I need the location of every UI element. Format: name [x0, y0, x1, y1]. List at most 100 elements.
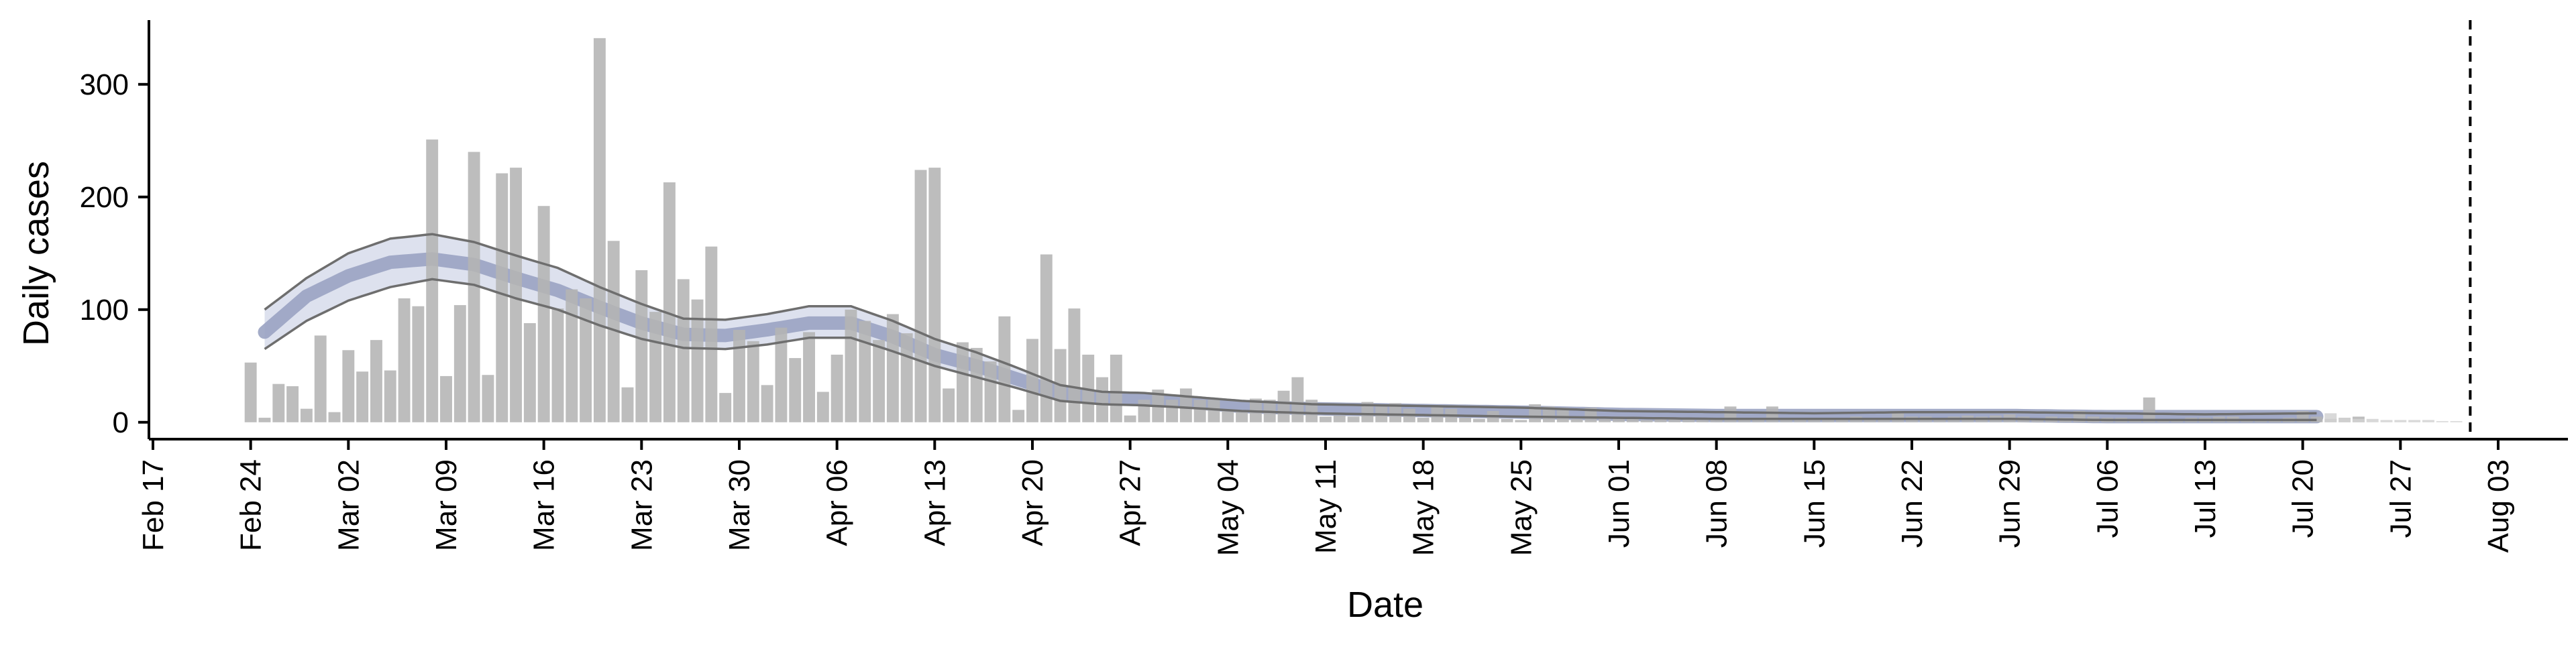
bar-observed: [1542, 406, 1555, 422]
x-tick-label: Mar 16: [528, 459, 561, 551]
bar-observed: [621, 387, 634, 422]
bar-observed: [286, 386, 299, 422]
bar-observed: [398, 298, 411, 422]
x-tick-label: Mar 02: [332, 459, 365, 551]
bar-observed: [1822, 418, 1835, 422]
x-tick-label: May 11: [1309, 459, 1342, 554]
bar-observed: [314, 335, 327, 422]
fit-lines-layer: [264, 233, 2317, 422]
bar-observed: [1710, 418, 1723, 422]
bar-observed: [1556, 407, 1569, 422]
y-axis-title: Daily cases: [16, 161, 56, 346]
x-tick-label: Jun 08: [1701, 459, 1733, 548]
bar-observed: [2031, 418, 2044, 422]
bar-projected: [2366, 418, 2379, 422]
bar-observed: [1277, 390, 1290, 422]
x-tick-label: May 04: [1212, 459, 1244, 556]
bar-observed: [1193, 400, 1206, 422]
axes-layer: 0 100 200 300 Feb 17 Feb 24 Mar 02 Mar 09 Mar 16…: [80, 20, 2568, 556]
upper-bound-line: [264, 233, 2317, 416]
x-tick-label: May 18: [1407, 459, 1440, 556]
x-tick-label: Aug 03: [2482, 459, 2515, 552]
bar-observed: [1291, 377, 1304, 422]
bar-observed: [510, 168, 522, 422]
x-tick-label: Jul 13: [2189, 459, 2222, 538]
bar-projected: [2352, 418, 2365, 422]
bar-observed: [370, 340, 382, 422]
median-fit-line: [258, 252, 2324, 424]
bar-observed: [1640, 420, 1653, 422]
bar-observed: [984, 361, 997, 422]
bar-projected: [2339, 418, 2351, 422]
bar-observed: [886, 314, 899, 422]
bar-observed: [496, 173, 508, 422]
bar-observed: [1026, 339, 1038, 422]
bar-observed: [1320, 416, 1332, 422]
bar-observed: [1613, 416, 1625, 422]
bar-observed: [663, 182, 676, 422]
bar-projected: [2422, 420, 2434, 422]
x-tick-label: Jul 06: [2091, 459, 2124, 538]
x-tick-label: Apr 20: [1016, 459, 1049, 546]
x-axis-title: Date: [1347, 585, 1424, 625]
x-tick-label: Jun 15: [1798, 459, 1831, 548]
bar-observed: [1417, 418, 1430, 422]
bar-observed: [1682, 418, 1695, 422]
bar-observed: [2310, 416, 2323, 422]
bar-observed: [258, 418, 271, 422]
bar-observed: [635, 270, 648, 422]
bar-observed: [1626, 418, 1639, 422]
bar-observed: [677, 279, 690, 422]
bar-observed: [356, 371, 369, 422]
bar-observed: [998, 316, 1011, 422]
bar-observed: [328, 412, 341, 422]
bar-observed: [705, 246, 718, 422]
x-tick-label: Apr 27: [1114, 459, 1147, 546]
bar-observed: [468, 152, 480, 422]
bar-observed: [803, 332, 815, 422]
x-tick-label: Jul 20: [2287, 459, 2320, 538]
bar-observed: [1696, 420, 1709, 422]
bar-observed: [816, 392, 829, 422]
bar-observed: [300, 408, 313, 422]
bar-observed: [928, 168, 941, 422]
x-tick-label: Jun 01: [1603, 459, 1635, 548]
bar-observed: [453, 305, 466, 422]
bar-observed: [1222, 411, 1234, 422]
bar-observed: [1794, 418, 1807, 422]
bar-observed: [1068, 308, 1081, 422]
bar-observed: [1236, 411, 1248, 422]
y-tick-label: 200: [80, 181, 129, 214]
y-tick-label: 0: [113, 406, 129, 439]
bar-observed: [970, 347, 983, 422]
bar-observed: [1012, 410, 1025, 422]
bar-observed: [1138, 400, 1150, 422]
bar-projected: [2408, 420, 2421, 422]
bar-observed: [691, 299, 704, 422]
x-tick-label: Jul 27: [2384, 459, 2417, 538]
bar-observed: [272, 384, 285, 422]
bar-observed: [342, 350, 355, 422]
bar-observed: [900, 333, 913, 422]
bar-observed: [1431, 405, 1444, 422]
bar-observed: [244, 362, 257, 422]
bar-observed: [1501, 418, 1513, 422]
bar-projected: [2450, 421, 2463, 422]
bar-observed: [1166, 400, 1179, 422]
bar-observed: [830, 354, 843, 422]
bar-observed: [1179, 388, 1192, 422]
bar-observed: [1096, 377, 1108, 422]
y-tick-label: 300: [80, 68, 129, 101]
x-tick-label: Mar 23: [625, 459, 658, 551]
bar-observed: [607, 241, 620, 422]
bar-observed: [1208, 400, 1220, 422]
bar-observed: [523, 322, 536, 422]
bar-observed: [1668, 418, 1681, 422]
x-tick-label: Feb 24: [235, 459, 268, 551]
bar-observed: [593, 38, 606, 422]
bar-observed: [440, 375, 452, 422]
bar-observed: [1472, 418, 1485, 422]
bar-observed: [426, 139, 439, 422]
bar-observed: [537, 206, 550, 422]
